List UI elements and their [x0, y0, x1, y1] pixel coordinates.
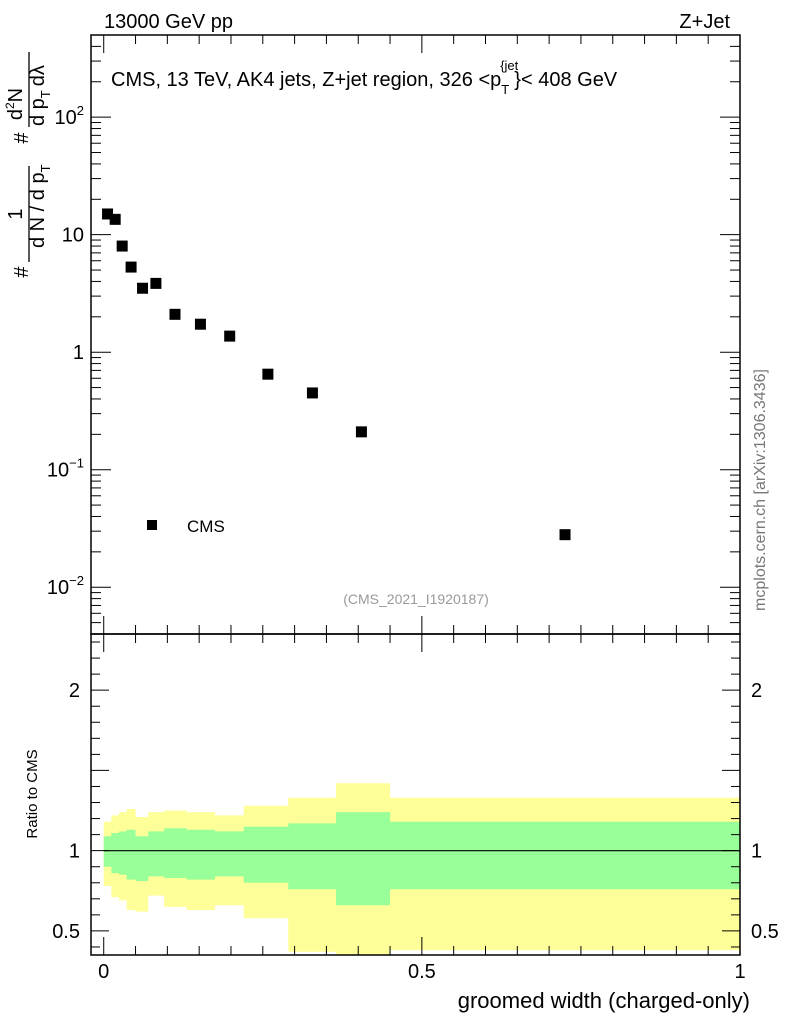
- ratio-x-tick-label-0: 0: [98, 961, 109, 983]
- ylabel-frac-den-sub: T: [38, 164, 53, 172]
- data-point-5: [150, 277, 162, 289]
- main-y-tick-label-3: 10: [62, 225, 84, 247]
- ylabel-frac-num: 1: [5, 208, 27, 219]
- ylabel-d2n-sup: 2: [3, 102, 17, 109]
- data-point-0: [102, 208, 114, 220]
- ratio-y-tick-label-left-0: 0.5: [52, 921, 80, 943]
- ylabel-hash-1: #: [11, 266, 33, 278]
- main-y-tick-exp-0: −2: [69, 573, 84, 588]
- data-point-12: [559, 529, 571, 541]
- data-point-8: [224, 330, 236, 342]
- data-point-4: [137, 282, 149, 294]
- ylabel-frac-den: d N / d pT: [27, 164, 53, 248]
- ratio-x-ticks: 0 0.5 1: [98, 634, 746, 983]
- main-y-tick-exp-4: 2: [77, 103, 84, 118]
- data-point-9: [262, 368, 274, 380]
- data-point-7: [194, 318, 206, 330]
- ratio-x-label: groomed width (charged-only): [458, 988, 750, 1013]
- main-y-tick-label-1: 10−1: [47, 456, 84, 482]
- title-sup-close: }: [514, 69, 521, 91]
- title-sup: {jet: [500, 58, 518, 73]
- data-point-1: [109, 213, 121, 225]
- ratio-inner-band: [103, 812, 741, 906]
- ratio-y-tick-label-left-2: 2: [69, 680, 80, 702]
- legend-label: CMS: [187, 517, 225, 536]
- ylabel-d2n-dl: dλ: [27, 65, 49, 86]
- main-x-ticks: [103, 35, 741, 634]
- title-sub: T: [501, 82, 509, 97]
- ylabel-d2n-d: d: [5, 109, 27, 120]
- process-label: Z+Jet: [679, 11, 730, 33]
- watermark: (CMS_2021_I1920187): [343, 591, 489, 607]
- main-y-tick-base-1: 10: [47, 460, 69, 482]
- ylabel-d2n-den-text: d p: [27, 98, 49, 126]
- ylabel-frac-den-text: d N / d p: [27, 172, 49, 248]
- ylabel-d2n-n: N: [5, 88, 27, 102]
- ratio-y-ticks: 0.5 1 2 0.5 1 2: [52, 641, 779, 948]
- data-point-3: [125, 261, 137, 273]
- ratio-bands: [103, 783, 741, 955]
- main-y-tick-label-4: 102: [55, 103, 84, 129]
- ylabel-d2n-den: d pTdλ: [27, 65, 53, 126]
- ratio-x-tick-label-1: 0.5: [408, 961, 436, 983]
- ratio-y-tick-label-right-1: 1: [751, 841, 762, 863]
- data-point-2: [116, 240, 128, 252]
- chart-title: CMS, 13 TeV, AK4 jets, Z+jet region, 326…: [111, 58, 618, 97]
- ratio-y-tick-label-right-2: 2: [751, 680, 762, 702]
- main-y-tick-label-2: 1: [73, 342, 84, 364]
- ylabel-d2n-num: d2N: [3, 88, 27, 120]
- main-y-tick-base-4: 10: [55, 107, 77, 129]
- main-y-tick-base-0: 10: [47, 577, 69, 599]
- ratio-frame: [90, 633, 741, 956]
- cms-data-series: [102, 208, 571, 541]
- energy-label: 13000 GeV pp: [104, 11, 233, 33]
- legend-marker: [147, 520, 157, 530]
- data-point-11: [355, 426, 367, 438]
- ratio-y-tick-label-right-0: 0.5: [751, 921, 779, 943]
- main-y-tick-exp-1: −1: [69, 456, 84, 471]
- side-label: mcplots.cern.ch [arXiv:1306.3436]: [752, 369, 769, 611]
- ratio-y-label: Ratio to CMS: [24, 749, 41, 838]
- title-tail: < 408 GeV: [521, 69, 618, 91]
- ratio-y-tick-label-left-1: 1: [69, 841, 80, 863]
- data-point-10: [306, 387, 318, 399]
- main-y-label: # 1 d N / d pT # d2N d pTdλ: [3, 52, 53, 278]
- data-point-6: [169, 308, 181, 320]
- ylabel-hash-2: #: [11, 132, 33, 144]
- main-y-tick-label-0: 10−2: [47, 573, 84, 599]
- title-main: CMS, 13 TeV, AK4 jets, Z+jet region, 326…: [111, 69, 501, 91]
- main-frame: [90, 34, 741, 635]
- ylabel-d2n-den-sub: T: [38, 90, 53, 98]
- ratio-x-tick-label-2: 1: [734, 961, 745, 983]
